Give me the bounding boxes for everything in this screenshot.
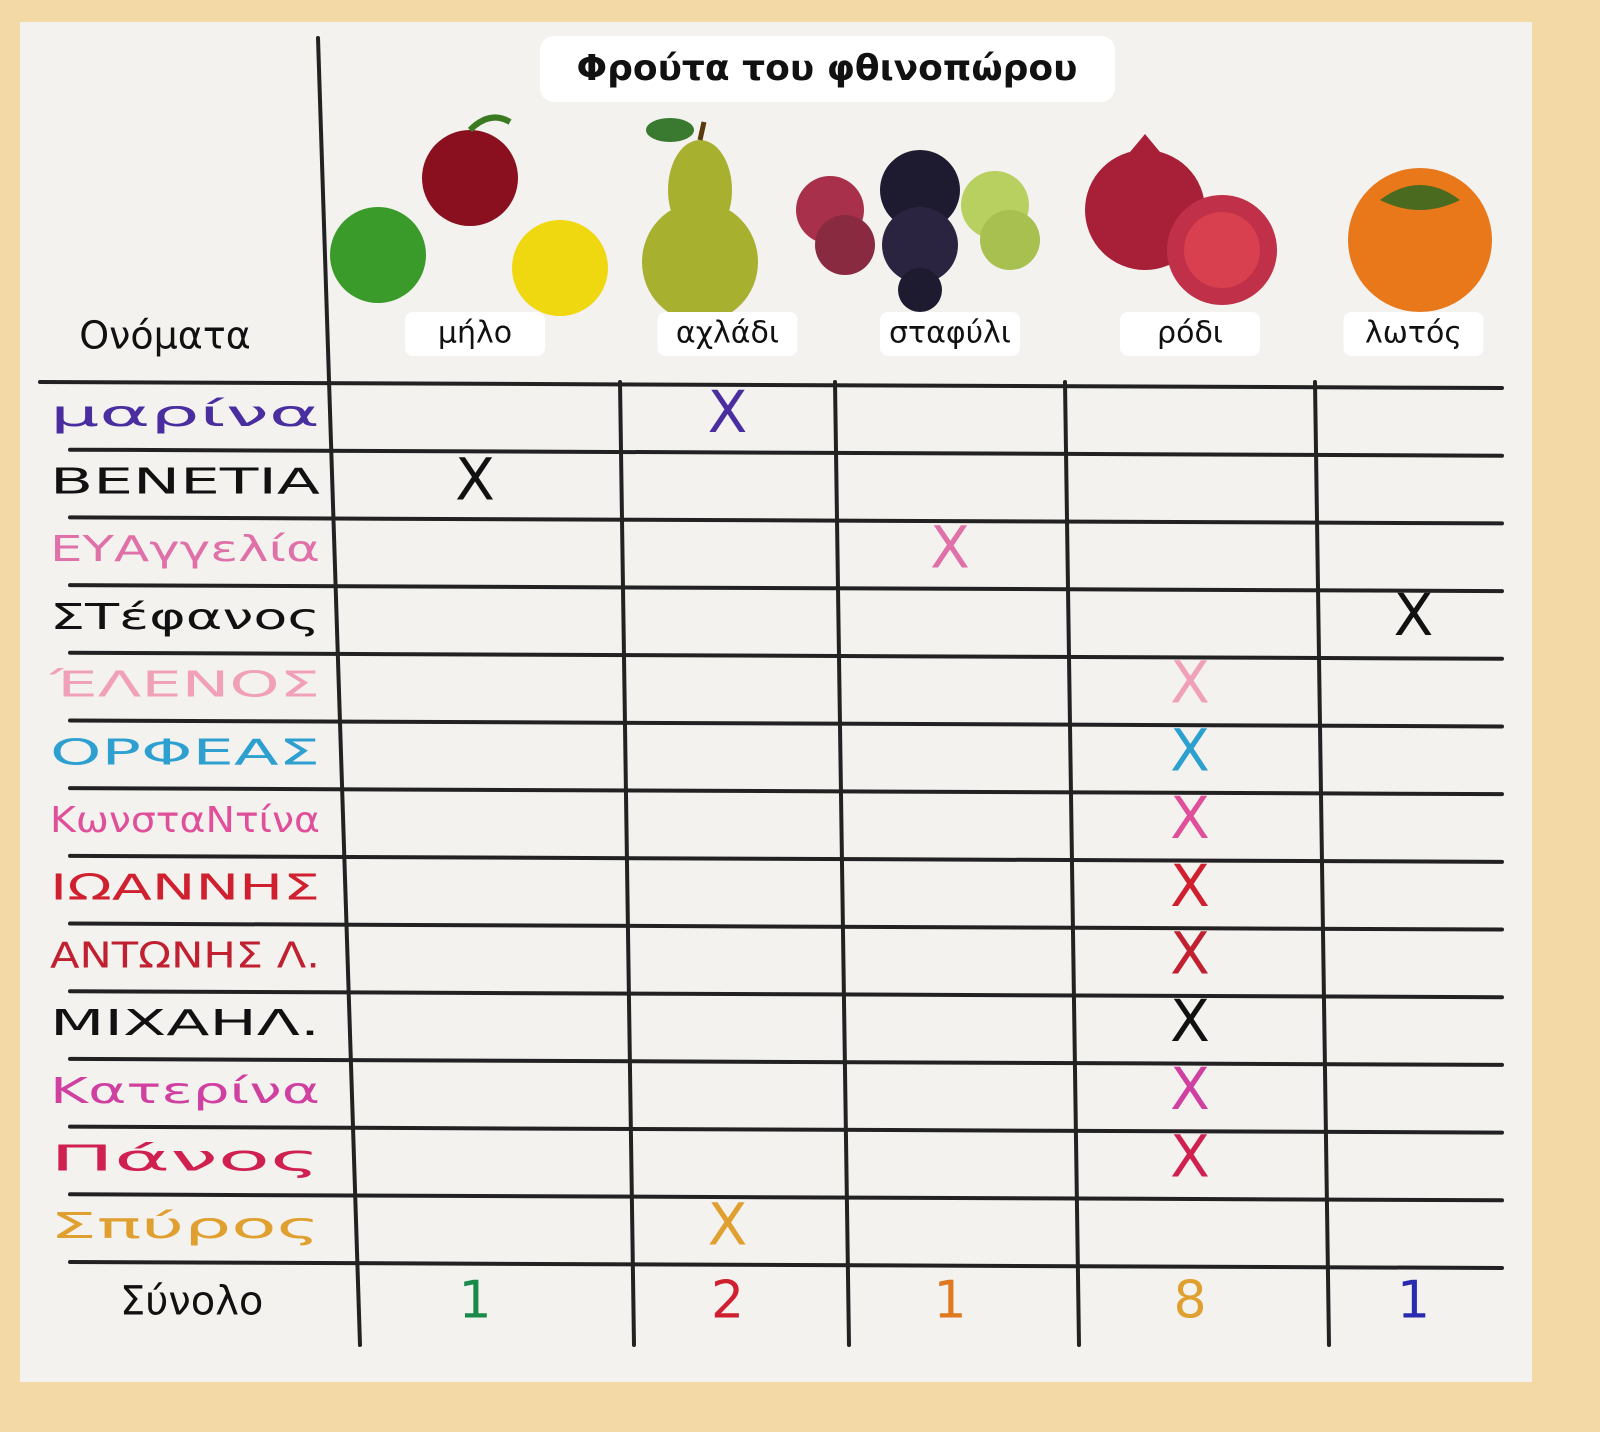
student-name: μαρίνα [50, 394, 320, 435]
horizontal-line [68, 1124, 1504, 1135]
fruit-label-bg [880, 312, 1020, 356]
vote-mark: X [1170, 919, 1210, 987]
fruit-label: αχλάδι [676, 316, 779, 351]
vote-mark: X [1170, 716, 1210, 784]
total-value: 2 [711, 1271, 744, 1331]
student-name: ΑΝΤΩΝΗΣ Λ. [50, 935, 320, 976]
student-name: ΣΤέφανος [50, 597, 320, 638]
total-value: 1 [1397, 1271, 1430, 1331]
horizontal-line [68, 853, 1504, 864]
fruit-label-bg [405, 312, 545, 356]
horizontal-line [68, 650, 1504, 661]
vote-mark: X [1170, 649, 1210, 717]
horizontal-line [68, 921, 1504, 932]
horizontal-line [68, 515, 1504, 526]
total-value: 1 [933, 1271, 966, 1331]
vote-mark: X [708, 378, 748, 446]
pear [642, 118, 758, 322]
horizontal-line [38, 380, 1504, 390]
names-header: Ονόματα [79, 314, 251, 358]
student-name: ΚωνσταΝτίνα [50, 800, 320, 841]
fruit-label-bg [1343, 312, 1484, 356]
student-name: ΟΡΦΕΑΣ [50, 732, 320, 773]
student-name: ΙΩΑΝΝΗΣ [50, 868, 320, 909]
horizontal-line [68, 1260, 1504, 1270]
horizontal-line [68, 583, 1504, 594]
student-name: Σπύρος [50, 1206, 320, 1247]
persimmon [1348, 168, 1492, 312]
total-value: 8 [1173, 1271, 1206, 1331]
fruit-label: λωτός [1365, 316, 1462, 351]
vote-mark: X [1170, 987, 1210, 1055]
vote-mark: X [1394, 581, 1434, 649]
student-name: Κατερίνα [50, 1071, 320, 1112]
vote-mark: X [1170, 1055, 1210, 1123]
horizontal-line [68, 989, 1504, 1000]
student-name: ΜΙΧΑΗΛ. [50, 1003, 320, 1044]
vertical-line [618, 380, 636, 1347]
grapes [796, 150, 1040, 312]
fruit-pictures [330, 114, 1492, 322]
vote-mark: X [1170, 1123, 1210, 1191]
vertical-line [1063, 380, 1081, 1347]
table-grid [38, 36, 1504, 1347]
fruit-label-bg [1120, 312, 1260, 356]
title: Φρούτα του φθινοπώρου [577, 48, 1078, 89]
horizontal-line [68, 447, 1504, 458]
vote-mark: X [930, 513, 970, 581]
horizontal-line [68, 718, 1504, 729]
vertical-line [1313, 380, 1331, 1347]
fruit-label: ρόδι [1157, 316, 1223, 351]
horizontal-line [68, 1056, 1504, 1067]
vertical-line [833, 380, 851, 1347]
fruit-label: σταφύλι [889, 316, 1011, 351]
pomegranate [1085, 134, 1277, 305]
student-name: ΒΕΝΕΤΙΑ [50, 462, 321, 503]
apples [330, 114, 608, 316]
fruit-label: μήλο [438, 316, 512, 351]
horizontal-line [68, 786, 1504, 797]
fruit-label-bg [657, 312, 798, 356]
vote-mark: X [708, 1190, 748, 1258]
student-name: ΈΛΕΝΟΣ [48, 665, 320, 706]
table-cells: Ονόματα μήλο αχλάδι σταφύλι ρόδι λωτός μαρίνα X… [48, 312, 1484, 1331]
vote-mark: X [1170, 784, 1210, 852]
total-value: 1 [458, 1271, 491, 1331]
student-name: Πάνος [50, 1138, 320, 1179]
vote-mark: X [455, 446, 495, 514]
title-label [540, 36, 1115, 102]
total-label: Σύνολο [120, 1279, 263, 1325]
student-name: ΕΥΑγγελία [50, 529, 320, 570]
horizontal-line [68, 1192, 1504, 1203]
paper [20, 22, 1532, 1382]
vote-mark: X [1170, 852, 1210, 920]
